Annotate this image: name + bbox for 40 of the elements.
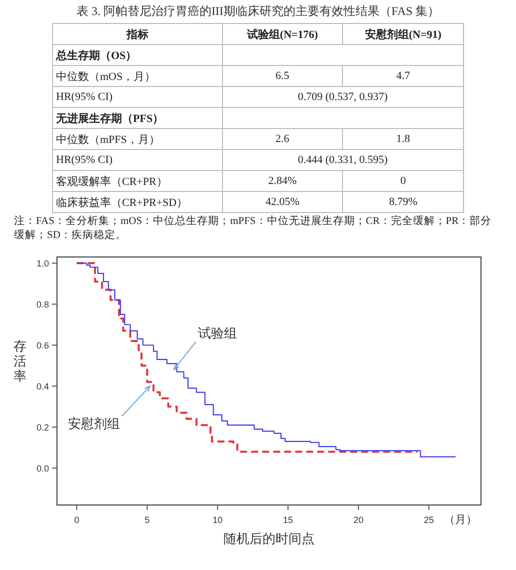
x-tick-label: 20: [353, 515, 364, 525]
text: 0.444 (0.331, 0.595): [298, 154, 388, 166]
y-tick-label: 0.8: [36, 299, 49, 310]
x-tick-label: 25: [424, 515, 434, 525]
text: （月）: [444, 514, 477, 526]
annotation: 试验组: [198, 326, 237, 341]
category-label: 中位数（mOS，月）: [56, 70, 156, 82]
y-tick-label: 0.0: [36, 463, 49, 474]
text: 表 3. 阿帕替尼治疗胃癌的III期临床研究的主要有效性结果（FAS 集）: [75, 3, 441, 20]
x-tick-label: 5: [144, 515, 150, 525]
y-tick-label: 0.2: [36, 422, 49, 432]
text: 6.5: [276, 70, 290, 82]
text: 注：FAS：全分析集；mOS：中位总生存期；mPFS：中位无进展生存期；CR：完全缓解；PR：部分缓解；SD：疾病稳定。: [14, 215, 493, 243]
category-label: 安慰剂组(N=91): [342, 24, 464, 44]
category-label: 临床获益率（CR+PR+SD）: [56, 196, 188, 208]
category-label: 无进展生存期（PFS）: [56, 112, 164, 124]
text: 2.84%: [268, 175, 297, 187]
text: 0: [400, 175, 406, 187]
x-tick-label: 10: [212, 515, 223, 525]
x-tick-label: 0: [74, 515, 80, 525]
annotation: 安慰剂组: [68, 416, 120, 432]
category-label: 中位数（mPFS，月）: [56, 134, 160, 146]
x-axis-title: 随机后的时间点: [224, 531, 314, 546]
category-label: 指标: [52, 24, 222, 44]
category-label: 总生存期（OS）: [56, 50, 137, 62]
text: 0.709 (0.537, 0.937): [298, 91, 388, 103]
category-label: 客观缓解率（CR+PR）: [56, 176, 168, 188]
y-tick-label: 0.4: [36, 381, 49, 392]
text: 42.05%: [265, 196, 300, 208]
y-tick-label: 1.0: [36, 258, 49, 268]
text: 8.79%: [388, 196, 418, 208]
x-tick-label: 15: [283, 515, 294, 525]
category-label: HR(95% CI): [56, 91, 113, 103]
text: 4.7: [396, 70, 410, 82]
y-tick-label: 0.6: [36, 340, 49, 350]
category-label: HR(95% CI): [56, 154, 113, 166]
y-axis-title: 存活率: [14, 338, 26, 384]
category-label: 试验组(N=176): [222, 24, 343, 44]
text: 1.8: [396, 133, 410, 145]
text: 2.6: [276, 133, 290, 145]
